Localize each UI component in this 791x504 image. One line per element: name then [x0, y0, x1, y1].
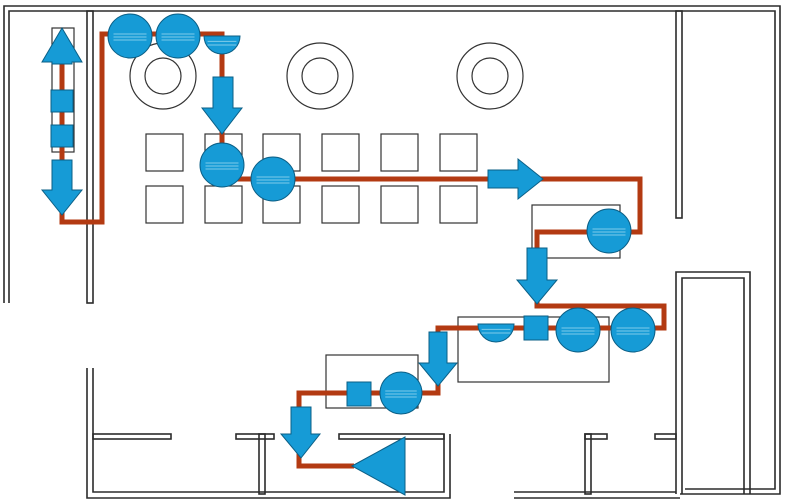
operation-circle-icon	[555, 307, 601, 353]
wall-top-outer	[3, 5, 781, 495]
operation-circle-icon	[107, 13, 153, 59]
round-table-3-outer	[456, 42, 524, 110]
desk	[321, 185, 360, 224]
inspection-square-icon	[523, 315, 549, 341]
wall-stub-4	[338, 433, 445, 440]
wall-left-divider	[86, 10, 94, 304]
round-table-2-inner	[301, 57, 339, 95]
transport-arrow-icon	[279, 406, 322, 459]
round-table-2-outer	[286, 42, 354, 110]
wall-stub-6	[584, 433, 592, 495]
walls	[3, 5, 781, 499]
inspection-square-icon	[346, 381, 372, 407]
operation-circle-icon	[379, 371, 423, 415]
operation-circle-icon	[199, 142, 245, 188]
transport-arrow-icon	[40, 159, 84, 216]
transport-arrow-icon	[41, 27, 83, 65]
round-table-1-inner	[144, 57, 182, 95]
wall-bottom-left-outer	[86, 368, 451, 499]
storage-triangle-icon	[350, 436, 406, 496]
square-desks	[145, 133, 478, 224]
wall-right-corridor-inner	[681, 277, 745, 494]
desk	[145, 133, 184, 172]
wall-stub-1	[92, 433, 172, 440]
wall-stub-2	[235, 433, 275, 440]
desk	[380, 133, 419, 172]
operation-circle-icon	[250, 156, 296, 202]
inspection-square-icon	[50, 124, 74, 148]
delay-half-circle-icon	[203, 35, 241, 55]
desk	[439, 185, 478, 224]
transport-arrow-icon	[200, 76, 244, 135]
desk	[204, 185, 243, 224]
wall-right-divider-top	[675, 10, 683, 219]
wall-right-corridor-outer	[675, 271, 751, 494]
transport-arrow-icon	[487, 157, 544, 201]
wall-bottom-left-inner	[92, 368, 445, 493]
operation-circle-icon	[610, 307, 656, 353]
round-table-3-inner	[471, 57, 509, 95]
desk	[321, 133, 360, 172]
desk	[380, 185, 419, 224]
process-symbols	[40, 13, 656, 496]
desk	[145, 185, 184, 224]
delay-half-circle-icon	[477, 323, 515, 343]
desk	[439, 133, 478, 172]
operation-circle-icon	[586, 208, 632, 254]
operation-circle-icon	[155, 13, 201, 59]
transport-arrow-icon	[417, 331, 459, 387]
wall-stub-7	[654, 433, 677, 440]
inspection-square-icon	[50, 89, 74, 113]
transport-arrow-icon	[515, 247, 559, 305]
wall-stub-3	[258, 433, 266, 495]
wall-top-inner	[8, 10, 776, 490]
